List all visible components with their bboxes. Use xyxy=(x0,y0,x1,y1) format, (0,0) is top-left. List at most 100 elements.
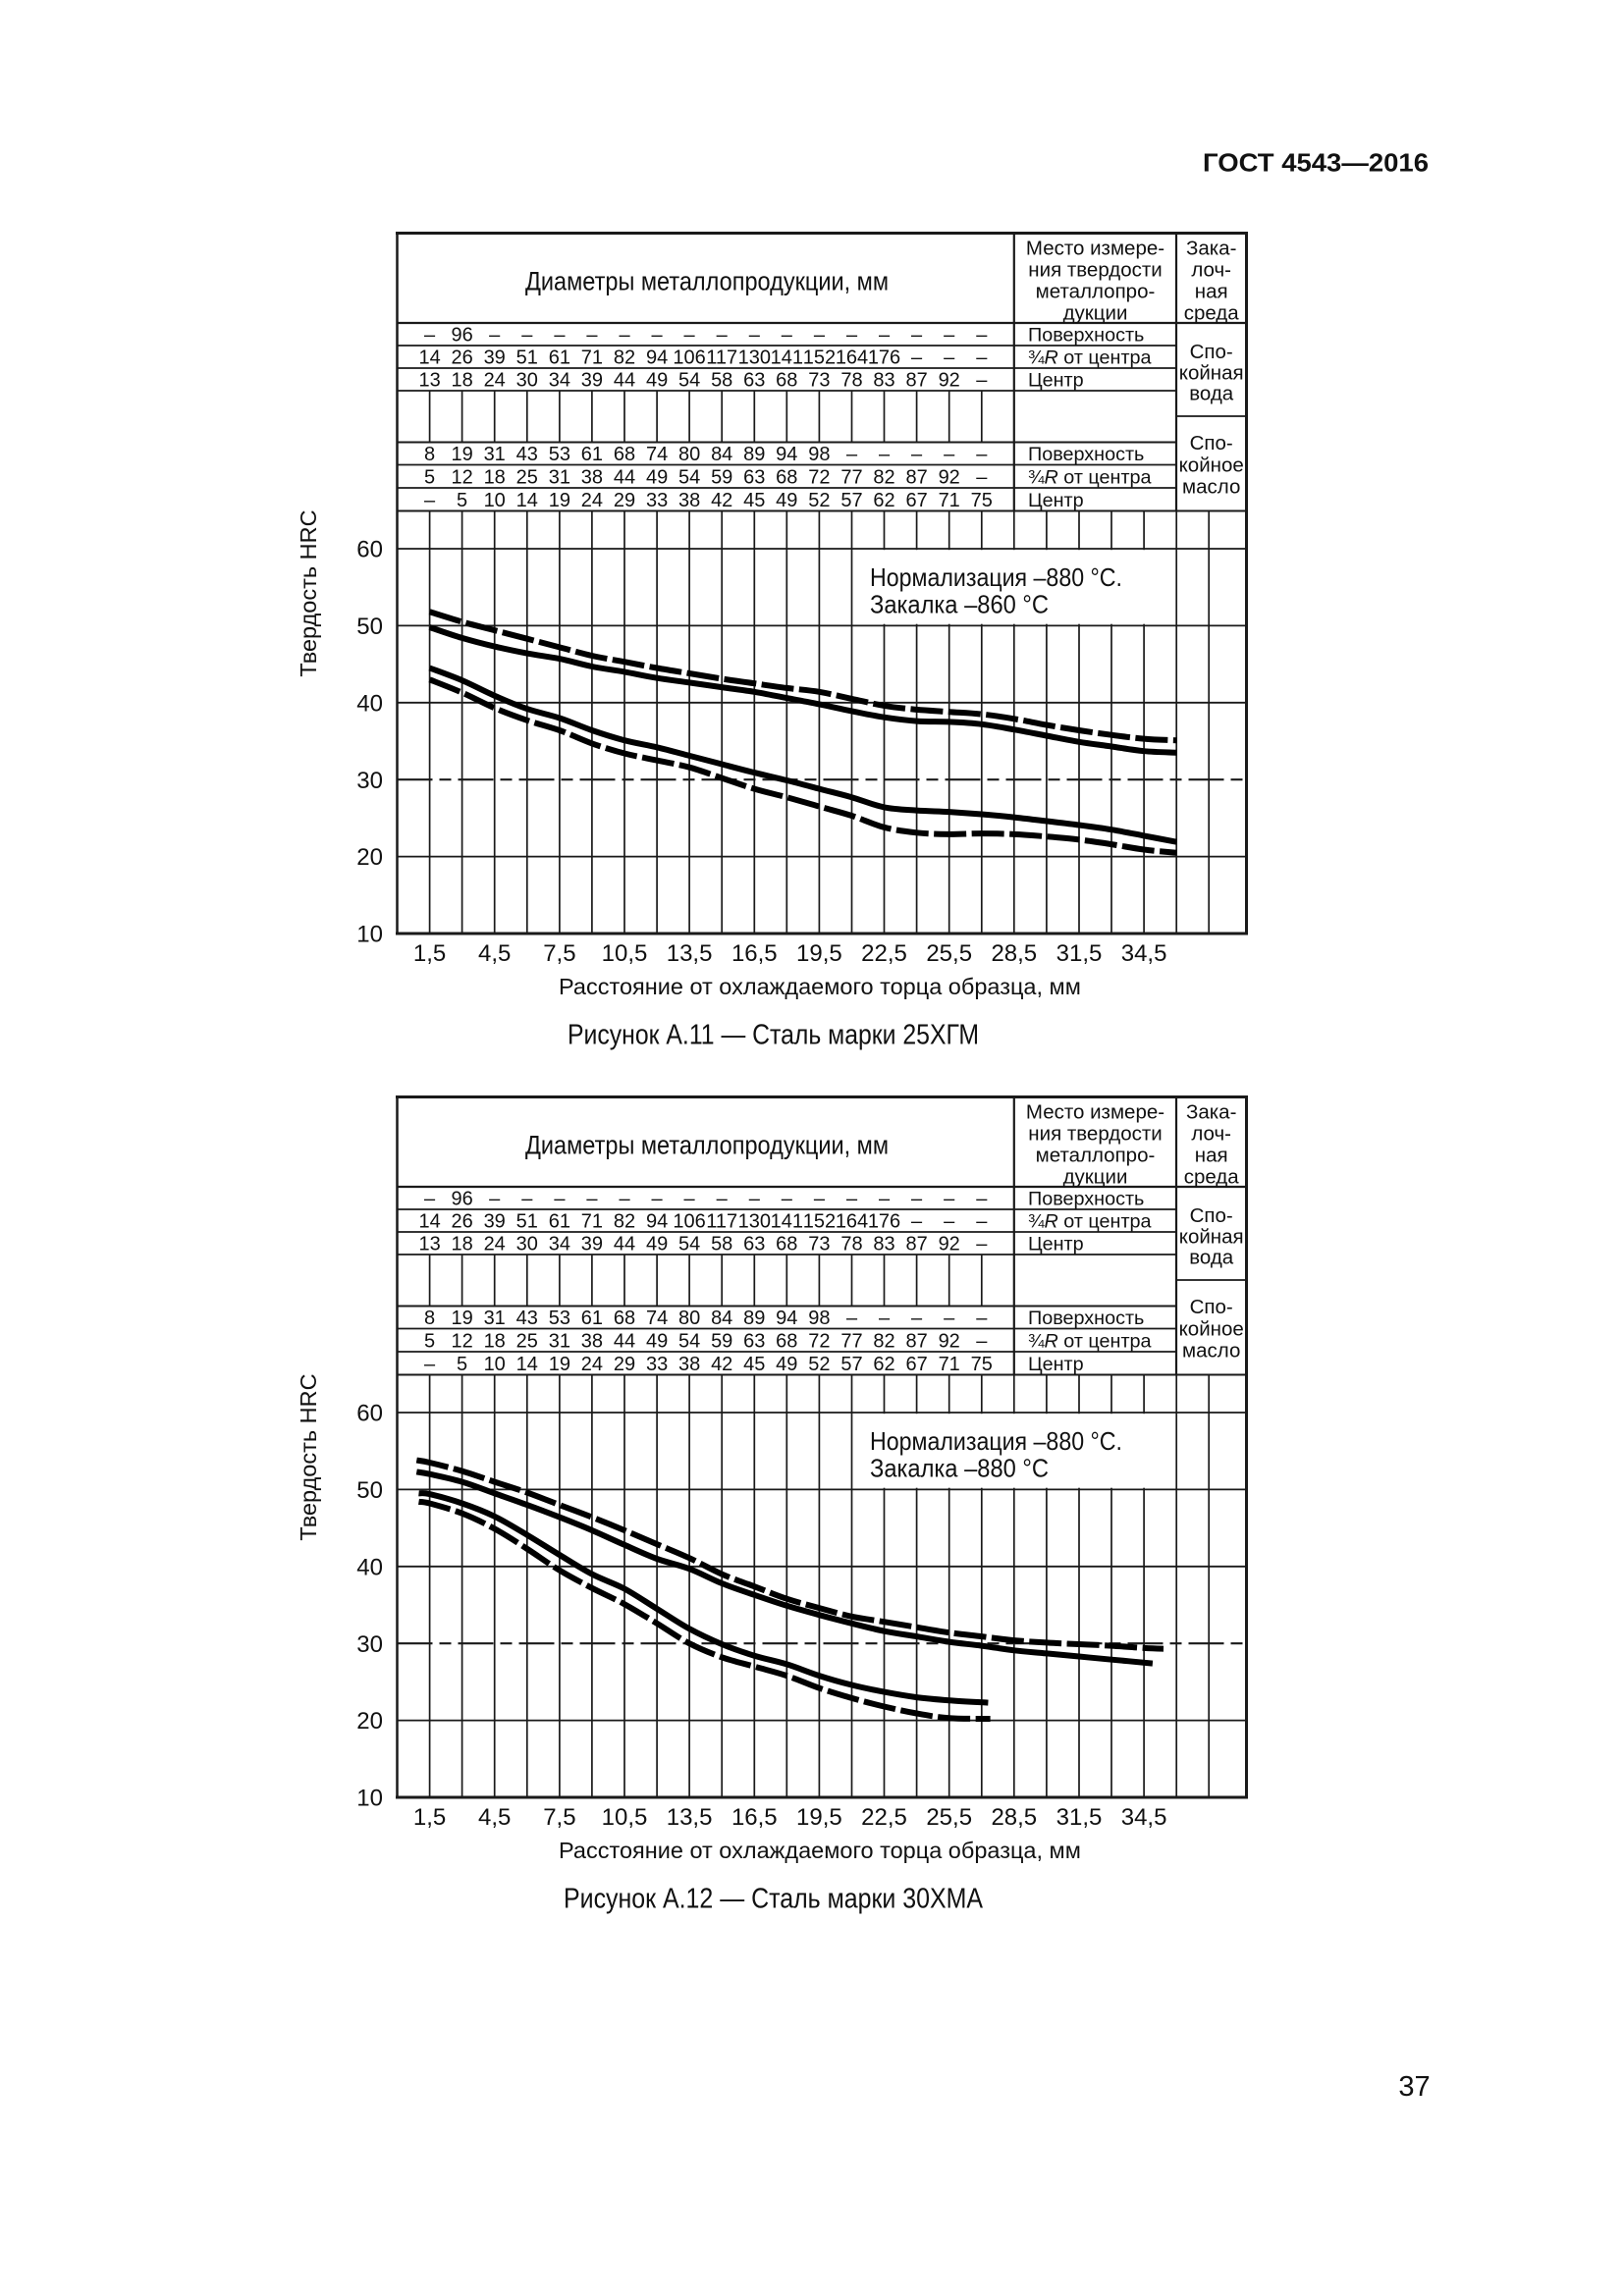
svg-text:Спо-: Спо- xyxy=(1190,341,1233,363)
svg-text:Центр: Центр xyxy=(1028,1354,1084,1375)
svg-text:Место измере-: Место измере- xyxy=(1026,237,1164,259)
svg-text:–: – xyxy=(521,325,533,347)
svg-text:31,5: 31,5 xyxy=(1056,940,1103,967)
svg-text:Твердость HRC: Твердость HRC xyxy=(296,509,321,676)
svg-text:130: 130 xyxy=(738,347,771,369)
svg-text:59: 59 xyxy=(711,1330,732,1352)
svg-text:–: – xyxy=(489,325,501,347)
svg-text:49: 49 xyxy=(776,1354,797,1375)
svg-text:74: 74 xyxy=(646,444,668,465)
svg-text:54: 54 xyxy=(678,370,700,392)
svg-text:83: 83 xyxy=(873,1234,894,1255)
svg-text:74: 74 xyxy=(646,1308,668,1329)
svg-text:38: 38 xyxy=(678,1354,700,1375)
svg-text:–: – xyxy=(976,1330,988,1352)
svg-text:29: 29 xyxy=(614,1354,635,1375)
svg-text:–: – xyxy=(652,1189,664,1210)
svg-text:лоч-: лоч- xyxy=(1191,258,1231,281)
svg-text:Поверхность: Поверхность xyxy=(1028,1189,1144,1210)
svg-text:68: 68 xyxy=(776,466,797,488)
svg-text:63: 63 xyxy=(743,466,765,488)
svg-text:77: 77 xyxy=(840,1330,862,1352)
svg-text:ния твердости: ния твердости xyxy=(1028,258,1162,281)
svg-text:20: 20 xyxy=(356,844,383,871)
svg-text:45: 45 xyxy=(743,490,765,511)
svg-text:–: – xyxy=(554,1189,566,1210)
svg-text:42: 42 xyxy=(711,1354,732,1375)
svg-text:–: – xyxy=(814,325,826,347)
svg-text:22,5: 22,5 xyxy=(861,940,907,967)
svg-text:30: 30 xyxy=(356,1631,383,1658)
svg-text:–: – xyxy=(749,325,761,347)
svg-text:72: 72 xyxy=(808,466,830,488)
svg-text:–: – xyxy=(911,1211,923,1233)
svg-text:44: 44 xyxy=(614,370,635,392)
svg-text:койное: койное xyxy=(1179,1317,1244,1340)
svg-text:117: 117 xyxy=(706,1211,737,1233)
svg-text:19,5: 19,5 xyxy=(796,1804,842,1831)
svg-text:Спо-: Спо- xyxy=(1190,1204,1233,1227)
svg-text:106: 106 xyxy=(673,1211,705,1233)
svg-text:среда: среда xyxy=(1184,301,1240,324)
svg-text:–: – xyxy=(976,1234,988,1255)
svg-text:92: 92 xyxy=(939,466,960,488)
svg-text:54: 54 xyxy=(678,1330,700,1352)
svg-text:176: 176 xyxy=(868,347,900,369)
svg-text:39: 39 xyxy=(581,1234,603,1255)
svg-text:54: 54 xyxy=(678,466,700,488)
svg-text:117: 117 xyxy=(706,347,737,369)
svg-text:масло: масло xyxy=(1182,476,1240,499)
svg-text:вода: вода xyxy=(1189,383,1234,405)
svg-text:30: 30 xyxy=(356,768,383,794)
svg-text:89: 89 xyxy=(743,444,765,465)
svg-text:Центр: Центр xyxy=(1028,490,1084,511)
svg-text:51: 51 xyxy=(516,1211,538,1233)
svg-text:60: 60 xyxy=(356,1401,383,1427)
svg-text:–: – xyxy=(424,490,436,511)
svg-text:50: 50 xyxy=(356,1477,383,1504)
svg-text:84: 84 xyxy=(711,1308,732,1329)
svg-text:–: – xyxy=(846,1308,858,1329)
svg-text:–: – xyxy=(846,325,858,347)
svg-text:43: 43 xyxy=(516,1308,538,1329)
svg-text:62: 62 xyxy=(873,490,894,511)
svg-text:78: 78 xyxy=(840,370,862,392)
svg-text:13: 13 xyxy=(418,1234,440,1255)
svg-text:вода: вода xyxy=(1189,1247,1234,1269)
svg-text:койное: койное xyxy=(1179,454,1244,476)
svg-text:–: – xyxy=(911,1308,923,1329)
svg-text:–: – xyxy=(424,1354,436,1375)
svg-text:Нормализация –880 °С.: Нормализация –880 °С. xyxy=(870,1426,1122,1456)
svg-text:71: 71 xyxy=(581,347,603,369)
svg-text:96: 96 xyxy=(451,1189,472,1210)
svg-text:63: 63 xyxy=(743,1234,765,1255)
svg-text:18: 18 xyxy=(451,1234,472,1255)
svg-text:43: 43 xyxy=(516,444,538,465)
svg-text:30: 30 xyxy=(516,1234,538,1255)
svg-text:50: 50 xyxy=(356,614,383,640)
svg-text:среда: среда xyxy=(1184,1165,1240,1188)
svg-text:92: 92 xyxy=(939,370,960,392)
svg-text:24: 24 xyxy=(484,1234,506,1255)
svg-text:–: – xyxy=(879,1189,891,1210)
svg-text:–: – xyxy=(586,1189,598,1210)
svg-text:–: – xyxy=(586,325,598,347)
svg-text:18: 18 xyxy=(451,370,472,392)
svg-text:80: 80 xyxy=(678,444,700,465)
svg-text:24: 24 xyxy=(581,490,603,511)
svg-text:12: 12 xyxy=(451,466,472,488)
svg-text:68: 68 xyxy=(614,1308,635,1329)
svg-text:164: 164 xyxy=(836,1211,868,1233)
svg-text:80: 80 xyxy=(678,1308,700,1329)
svg-text:28,5: 28,5 xyxy=(991,940,1037,967)
svg-text:–: – xyxy=(684,1189,696,1210)
svg-text:–: – xyxy=(424,1189,436,1210)
svg-text:1,5: 1,5 xyxy=(413,940,446,967)
svg-text:67: 67 xyxy=(905,490,927,511)
svg-text:51: 51 xyxy=(516,347,538,369)
svg-text:10,5: 10,5 xyxy=(602,940,648,967)
svg-text:Расстояние от охлаждаемого тор: Расстояние от охлаждаемого торца образца… xyxy=(559,1838,1081,1863)
svg-text:–: – xyxy=(944,1211,955,1233)
svg-text:49: 49 xyxy=(646,1330,668,1352)
svg-text:176: 176 xyxy=(868,1211,900,1233)
